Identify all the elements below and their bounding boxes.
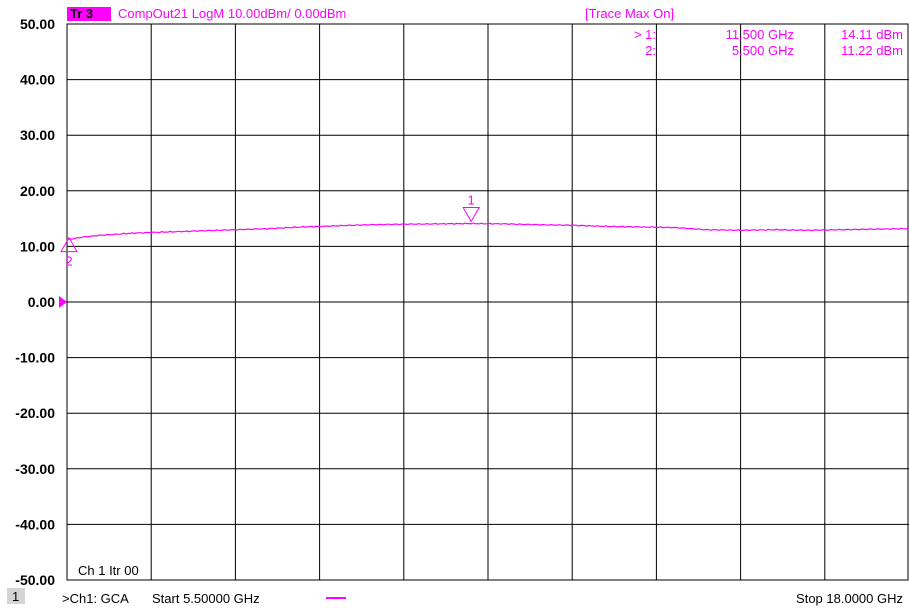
marker-row-1-freq: 11.500 GHz [726, 27, 794, 42]
y-tick-labels: 50.00 40.00 30.00 20.00 10.00 0.00 -10.00 -20.0… [15, 16, 55, 588]
y-tick-label: 30.00 [20, 127, 55, 143]
trace-badge-bg [67, 7, 111, 21]
marker-2-triangle [60, 236, 78, 253]
marker-row-2-freq: 5.500 GHz [732, 43, 794, 58]
y-tick-label: 40.00 [20, 72, 55, 88]
y-tick-label: -40.00 [15, 516, 55, 532]
y-tick-label: 10.00 [20, 238, 55, 254]
marker-row-2-id: 2: [645, 43, 656, 58]
y-tick-label: -30.00 [15, 461, 55, 477]
marker-row-1-id: > 1: [634, 27, 656, 42]
y-tick-label: 50.00 [20, 16, 55, 32]
y-tick-label: -10.00 [15, 350, 55, 366]
channel-description: >Ch1: GCA [62, 591, 129, 606]
start-frequency[interactable]: Start 5.50000 GHz [152, 591, 260, 606]
marker-1-label: 1 [468, 193, 475, 208]
channel-iteration-info: Ch 1 Itr 00 [78, 563, 139, 578]
trace-max-status: [Trace Max On] [585, 6, 674, 21]
y-tick-label: -20.00 [15, 405, 55, 421]
y-tick-label: 20.00 [20, 183, 55, 199]
marker-1-triangle [462, 207, 481, 223]
y-tick-label: -50.00 [15, 572, 55, 588]
channel-number: 1 [12, 589, 19, 604]
marker-readout-table: > 1: 11.500 GHz 14.11 dBm 2: 5.500 GHz 1… [634, 27, 903, 58]
marker-2-label: 2 [65, 254, 72, 269]
stop-frequency[interactable]: Stop 18.0000 GHz [796, 591, 903, 606]
plot-grid [66, 23, 909, 581]
trace-line [66, 222, 909, 241]
trace-title: CompOut21 LogM 10.00dBm/ 0.00dBm [118, 6, 346, 21]
channel-number-box[interactable] [7, 588, 25, 604]
trace-badge[interactable]: Tr 3 [70, 6, 93, 21]
marker-row-2-value: 11.22 dBm [841, 43, 903, 58]
trace-markers: 12 [60, 193, 481, 269]
reference-level-arrow[interactable] [59, 296, 67, 308]
marker-row-1-value: 14.11 dBm [841, 27, 903, 42]
y-tick-label: 0.00 [28, 294, 55, 310]
